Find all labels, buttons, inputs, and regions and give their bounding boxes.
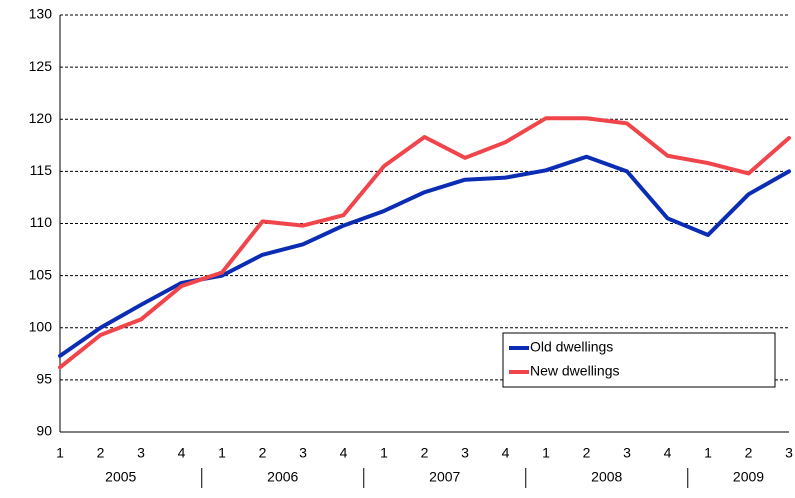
- x-tick-label: 3: [785, 445, 793, 461]
- x-tick-label: 2: [745, 445, 753, 461]
- y-tick-label: 130: [29, 6, 53, 22]
- year-label: 2007: [429, 469, 460, 485]
- x-tick-label: 1: [56, 445, 64, 461]
- y-tick-label: 115: [30, 162, 53, 178]
- y-tick-label: 125: [29, 58, 53, 74]
- year-label: 2005: [105, 469, 136, 485]
- series-line: [58, 116, 791, 370]
- y-tick-label: 110: [30, 214, 53, 230]
- x-tick-label: 2: [97, 445, 105, 461]
- x-tick-label: 3: [299, 445, 307, 461]
- y-tick-label: 105: [29, 266, 53, 282]
- y-tick-label: 120: [29, 110, 53, 126]
- x-tick-label: 4: [178, 445, 186, 461]
- year-label: 2006: [267, 469, 298, 485]
- x-tick-label: 4: [502, 445, 510, 461]
- x-tick-label: 1: [542, 445, 550, 461]
- x-tick-label: 2: [259, 445, 267, 461]
- x-tick-label: 2: [421, 445, 429, 461]
- y-tick-label: 100: [29, 318, 53, 334]
- x-tick-label: 3: [461, 445, 469, 461]
- x-tick-label: 1: [218, 445, 226, 461]
- x-tick-label: 4: [340, 445, 348, 461]
- x-tick-label: 1: [704, 445, 712, 461]
- legend-box: [502, 332, 776, 388]
- x-tick-label: 4: [664, 445, 672, 461]
- y-tick-label: 95: [36, 371, 52, 387]
- legend-label: Old dwellings: [530, 339, 613, 355]
- x-tick-label: 3: [623, 445, 631, 461]
- series-line: [58, 154, 791, 358]
- legend-label: New dwellings: [530, 363, 619, 379]
- x-tick-label: 2: [583, 445, 591, 461]
- year-label: 2008: [591, 469, 622, 485]
- y-tick-label: 90: [36, 423, 52, 439]
- year-label: 2009: [733, 469, 764, 485]
- x-tick-label: 1: [380, 445, 388, 461]
- x-tick-label: 3: [137, 445, 145, 461]
